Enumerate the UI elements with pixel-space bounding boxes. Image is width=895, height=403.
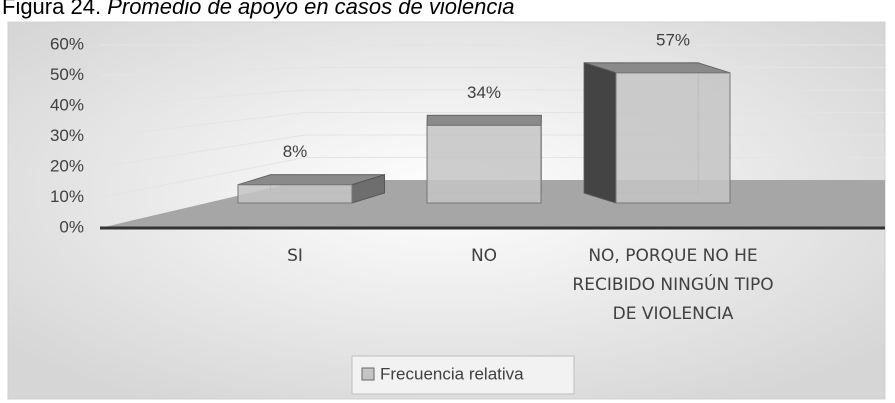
- y-tick-label: 30%: [50, 126, 84, 145]
- bar: [237, 184, 353, 204]
- value-label: 8%: [283, 142, 308, 161]
- x-tick-label: NO, PORQUE NO HE RECIBIDO NINGÚN TIPO DE…: [572, 246, 774, 324]
- bar: [426, 124, 542, 204]
- legend-label: Frecuencia relativa: [380, 364, 524, 383]
- legend-swatch: [361, 367, 375, 381]
- title-text: Promedio de apoyo en casos de violencia: [107, 0, 514, 19]
- y-tick-label: 50%: [50, 65, 84, 84]
- value-label: 34%: [467, 83, 501, 102]
- x-tick-label: SI: [287, 246, 303, 266]
- bar-side: [583, 62, 617, 204]
- x-tick-label: NO: [470, 246, 498, 266]
- y-tick-label: 40%: [50, 95, 84, 114]
- value-label: 57%: [656, 30, 690, 49]
- y-tick-label: 60%: [50, 34, 84, 53]
- bar-top: [426, 114, 542, 126]
- y-tick-label: 0%: [59, 217, 84, 236]
- y-tick-label: 20%: [50, 156, 84, 175]
- bar: [615, 72, 731, 204]
- y-tick-label: 10%: [50, 187, 84, 206]
- title-prefix: Figura 24.: [2, 0, 101, 19]
- chart-title: Figura 24. Promedio de apoyo en casos de…: [2, 0, 514, 19]
- legend-box: [351, 355, 575, 395]
- plot: 0% 10% 20% 30% 40% 50% 60% 8% 34% 57% Frecuencia r…: [50, 30, 885, 395]
